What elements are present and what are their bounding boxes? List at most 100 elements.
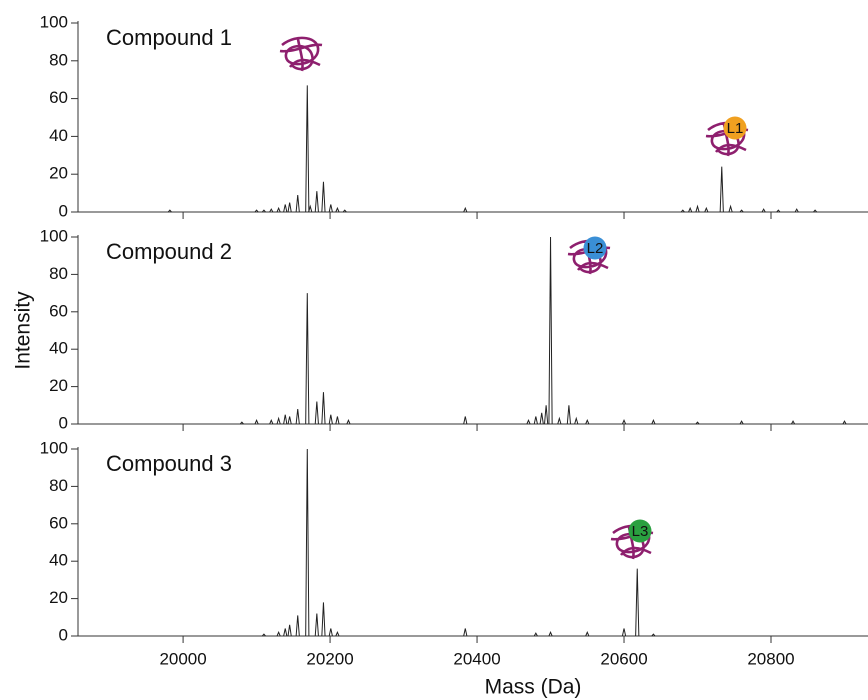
peak: [261, 209, 266, 213]
peak: [276, 630, 281, 637]
peak: [574, 416, 579, 425]
peak: [704, 206, 709, 213]
peak: [695, 421, 700, 425]
x-tick-label: 20400: [453, 649, 500, 668]
y-tick-label: 20: [49, 164, 68, 183]
panel-title: Compound 2: [106, 239, 232, 264]
y-tick-label: 100: [40, 438, 68, 457]
ligand: [628, 519, 652, 543]
peak: [287, 624, 292, 637]
peak: [342, 209, 347, 213]
peak: [283, 414, 288, 425]
panel-title: Compound 1: [106, 25, 232, 50]
protein-icon: [279, 36, 323, 72]
peak: [167, 209, 172, 213]
peak: [321, 602, 326, 637]
peak: [791, 420, 796, 425]
y-tick-label: 100: [40, 226, 68, 245]
peak: [283, 204, 288, 213]
peak: [305, 448, 310, 637]
ligand-label: L1: [727, 120, 744, 137]
peak: [305, 293, 310, 425]
x-tick-label: 20000: [159, 649, 206, 668]
peak: [621, 628, 627, 637]
peak: [254, 209, 259, 213]
peak: [287, 202, 292, 213]
peak: [463, 416, 468, 425]
ligand-label: L3: [632, 523, 649, 540]
peak: [335, 416, 340, 425]
y-tick-label: 0: [59, 625, 68, 644]
peak: [548, 630, 553, 637]
ligand-label: L2: [587, 240, 604, 257]
peak: [346, 418, 351, 425]
peak: [328, 628, 333, 637]
peak: [621, 418, 627, 425]
ligand: [583, 236, 607, 260]
peak: [321, 181, 326, 213]
y-tick-label: 20: [49, 376, 68, 395]
ligand: [723, 116, 747, 140]
y-tick-label: 0: [59, 201, 68, 220]
peak: [254, 418, 259, 425]
x-tick-label: 20800: [747, 649, 794, 668]
peak: [585, 418, 590, 425]
x-tick-label: 20600: [600, 649, 647, 668]
peak: [651, 418, 656, 425]
peak: [566, 405, 572, 425]
peak: [239, 421, 244, 425]
peak: [335, 206, 340, 213]
peak: [295, 408, 300, 425]
y-tick-label: 20: [49, 588, 68, 607]
peak: [635, 568, 640, 637]
y-tick-label: 60: [49, 88, 68, 107]
peak: [283, 628, 288, 637]
y-axis-label: Intensity: [12, 291, 35, 370]
peak: [680, 209, 685, 213]
peak: [276, 416, 281, 425]
peak: [548, 236, 553, 425]
peak: [269, 418, 274, 425]
x-axis-label: Mass (Da): [485, 676, 582, 699]
y-tick-label: 60: [49, 301, 68, 320]
peak: [739, 209, 744, 213]
peak: [295, 194, 300, 213]
peak: [305, 85, 310, 213]
protein-fold: [279, 36, 323, 72]
peak: [533, 632, 538, 637]
peak: [813, 209, 818, 213]
peak: [335, 630, 340, 637]
peak: [276, 206, 281, 213]
peak: [526, 418, 531, 425]
y-tick-label: 40: [49, 551, 68, 570]
y-tick-label: 0: [59, 413, 68, 432]
peak: [314, 613, 319, 637]
peak: [776, 209, 781, 213]
peak: [463, 628, 468, 637]
peak: [328, 204, 333, 213]
peak: [842, 420, 847, 425]
peak: [314, 191, 319, 213]
peak: [544, 405, 549, 425]
peak: [695, 204, 700, 213]
peak: [314, 401, 319, 425]
peak: [585, 630, 590, 637]
y-tick-label: 80: [49, 50, 68, 69]
y-tick-label: 60: [49, 513, 68, 532]
peak: [287, 416, 292, 425]
peak: [688, 206, 693, 213]
peak: [261, 633, 266, 637]
peak: [794, 208, 799, 213]
y-tick-label: 40: [49, 339, 68, 358]
y-tick-label: 100: [40, 12, 68, 31]
peak: [557, 416, 562, 425]
peak: [719, 166, 724, 213]
x-tick-label: 20200: [306, 649, 353, 668]
y-tick-label: 80: [49, 476, 68, 495]
peak: [295, 615, 300, 637]
peak: [728, 204, 733, 213]
peak: [533, 416, 538, 425]
peak: [269, 208, 274, 213]
peak: [328, 414, 333, 425]
peak: [761, 208, 766, 213]
